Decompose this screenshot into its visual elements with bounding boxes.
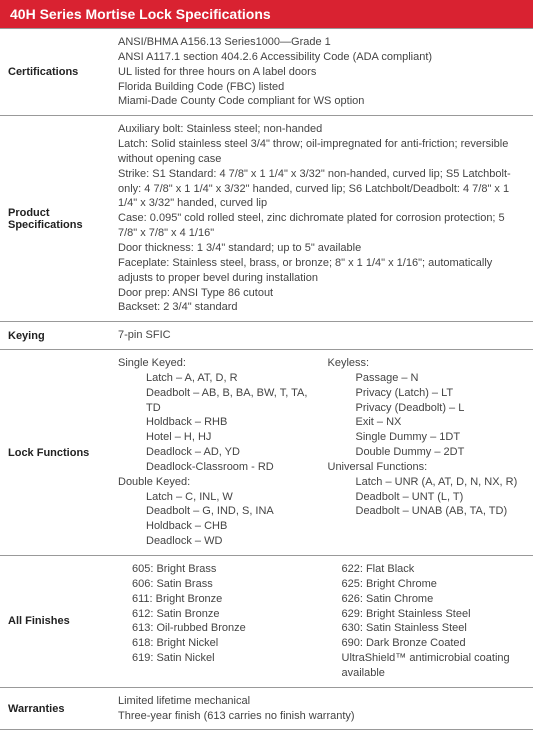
text-line: 629: Bright Stainless Steel (328, 607, 526, 622)
table-row-warranties: Warranties Limited lifetime mechanicalTh… (0, 687, 533, 730)
text-line: Hotel – H, HJ (118, 430, 316, 445)
text-line: Deadlock-Classroom - RD (118, 460, 316, 475)
text-line: Latch: Solid stainless steel 3/4" throw;… (118, 137, 525, 167)
text-line: Strike: S1 Standard: 4 7/8" x 1 1/4" x 3… (118, 167, 525, 212)
text-line: Deadbolt – AB, B, BA, BW, T, TA, TD (118, 386, 316, 416)
row-label: Keying (0, 322, 110, 350)
page-title: 40H Series Mortise Lock Specifications (0, 0, 533, 28)
table-row-certifications: Certifications ANSI/BHMA A156.13 Series1… (0, 29, 533, 116)
text-line: Privacy (Latch) – LT (328, 386, 526, 401)
text-line: Exit – NX (328, 415, 526, 430)
text-line: Latch – UNR (A, AT, D, N, NX, R) (328, 475, 526, 490)
text-line: 626: Satin Chrome (328, 592, 526, 607)
text-line: 613: Oil-rubbed Bronze (118, 621, 316, 636)
text-line: 690: Dark Bronze Coated (328, 636, 526, 651)
text-line: Passage – N (328, 371, 526, 386)
text-line: 625: Bright Chrome (328, 577, 526, 592)
row-label: Warranties (0, 687, 110, 730)
text-line: Double Keyed: (118, 475, 316, 490)
row-label: All Finishes (0, 556, 110, 688)
text-line: 630: Satin Stainless Steel (328, 621, 526, 636)
text-line: Deadlock – AD, YD (118, 445, 316, 460)
row-value: ANSI/BHMA A156.13 Series1000—Grade 1ANSI… (110, 29, 533, 116)
specifications-table: Certifications ANSI/BHMA A156.13 Series1… (0, 28, 533, 730)
text-line: 622: Flat Black (328, 562, 526, 577)
table-row-product-specifications: Product Specifications Auxiliary bolt: S… (0, 116, 533, 322)
text-line: ANSI/BHMA A156.13 Series1000—Grade 1 (118, 35, 525, 50)
text-line: Deadbolt – UNAB (AB, TA, TD) (328, 504, 526, 519)
finishes-col1: 605: Bright Brass606: Satin Brass611: Br… (118, 562, 316, 681)
text-line: 612: Satin Bronze (118, 607, 316, 622)
text-line: Backset: 2 3/4" standard (118, 300, 525, 315)
text-line: Miami-Dade County Code compliant for WS … (118, 94, 525, 109)
text-line: 618: Bright Nickel (118, 636, 316, 651)
text-line: Holdback – RHB (118, 415, 316, 430)
text-line: Single Keyed: (118, 356, 316, 371)
text-line: Deadbolt – UNT (L, T) (328, 490, 526, 505)
text-line: 605: Bright Brass (118, 562, 316, 577)
lock-functions-col2: Keyless:Passage – NPrivacy (Latch) – LTP… (328, 356, 526, 549)
text-line: UltraShield™ antimicrobial coating avail… (328, 651, 526, 681)
text-line: Latch – C, INL, W (118, 490, 316, 505)
text-line: Limited lifetime mechanical (118, 694, 525, 709)
table-row-keying: Keying 7-pin SFIC (0, 322, 533, 350)
text-line: Double Dummy – 2DT (328, 445, 526, 460)
text-line: UL listed for three hours on A label doo… (118, 65, 525, 80)
text-line: Door prep: ANSI Type 86 cutout (118, 286, 525, 301)
text-line: 611: Bright Bronze (118, 592, 316, 607)
text-line: Deadlock – WD (118, 534, 316, 549)
text-line: 619: Satin Nickel (118, 651, 316, 666)
text-line: Latch – A, AT, D, R (118, 371, 316, 386)
table-row-all-finishes: All Finishes 605: Bright Brass606: Satin… (0, 556, 533, 688)
text-line: Keyless: (328, 356, 526, 371)
row-value: 7-pin SFIC (110, 322, 533, 350)
text-line: Case: 0.095" cold rolled steel, zinc dic… (118, 211, 525, 241)
finishes-col2: 622: Flat Black625: Bright Chrome626: Sa… (328, 562, 526, 681)
text-line: Faceplate: Stainless steel, brass, or br… (118, 256, 525, 286)
text-line: Holdback – CHB (118, 519, 316, 534)
text-line: Single Dummy – 1DT (328, 430, 526, 445)
row-value: Auxiliary bolt: Stainless steel; non-han… (110, 116, 533, 322)
text-line: Privacy (Deadbolt) – L (328, 401, 526, 416)
row-value: Single Keyed:Latch – A, AT, D, RDeadbolt… (110, 350, 533, 556)
text-line: Auxiliary bolt: Stainless steel; non-han… (118, 122, 525, 137)
table-row-lock-functions: Lock Functions Single Keyed:Latch – A, A… (0, 350, 533, 556)
lock-functions-col1: Single Keyed:Latch – A, AT, D, RDeadbolt… (118, 356, 316, 549)
row-label: Product Specifications (0, 116, 110, 322)
text-line: Florida Building Code (FBC) listed (118, 80, 525, 95)
row-label: Lock Functions (0, 350, 110, 556)
row-value: 605: Bright Brass606: Satin Brass611: Br… (110, 556, 533, 688)
text-line: Three-year finish (613 carries no finish… (118, 709, 525, 724)
text-line: 606: Satin Brass (118, 577, 316, 592)
text-line: Universal Functions: (328, 460, 526, 475)
row-label: Certifications (0, 29, 110, 116)
text-line: ANSI A117.1 section 404.2.6 Accessibilit… (118, 50, 525, 65)
text-line: Deadbolt – G, IND, S, INA (118, 504, 316, 519)
row-value: Limited lifetime mechanicalThree-year fi… (110, 687, 533, 730)
text-line: Door thickness: 1 3/4" standard; up to 5… (118, 241, 525, 256)
